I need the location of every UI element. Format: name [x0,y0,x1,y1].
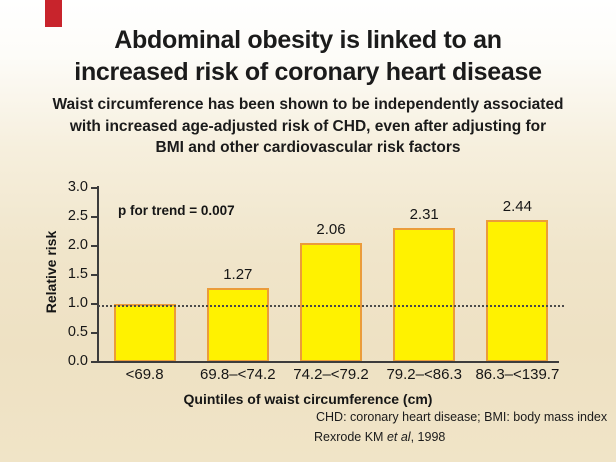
citation-author: Rexrode KM [314,430,387,444]
red-accent-bar [45,0,62,27]
y-tick-label: 2.5 [67,208,88,224]
x-tick-label: <69.8 [125,366,164,383]
title-line-1: Abdominal obesity is linked to an [114,26,502,54]
subtitle-line-1: Waist circumference has been shown to be… [52,96,564,113]
y-tick-mark [91,274,98,276]
bar-value-label: 2.31 [409,206,439,224]
y-tick-mark [91,303,98,305]
bar-value-label: 2.44 [502,198,532,216]
citation-etal: et al [386,430,411,444]
y-tick-mark [91,216,98,218]
y-tick-mark [91,361,98,363]
p-trend-annotation: p for trend = 0.007 [118,203,235,218]
bar [486,220,549,362]
x-axis-line [97,361,559,363]
y-tick-mark [91,245,98,247]
reference-line [98,305,564,307]
x-axis-title: Quintiles of waist circumference (cm) [183,391,433,407]
subtitle-line-2: with increased age-adjusted risk of CHD,… [69,117,547,135]
y-tick-mark [91,187,98,189]
bar [113,304,176,362]
y-tick-label: 3.0 [67,179,88,195]
abbreviation-note: CHD: coronary heart disease; BMI: body m… [316,410,608,424]
bar [393,228,456,362]
slide-subtitle: Waist circumference has been shown to be… [0,94,616,159]
x-tick-label: 79.2–<86.3 [386,366,462,383]
bar [206,288,269,362]
title-line-2: increased risk of coronary heart disease [74,58,542,86]
y-axis-line [97,186,99,363]
citation-year: , 1998 [410,430,446,444]
page-title: Abdominal obesity is linked to an increa… [0,24,616,88]
citation: Rexrode KM et al, 1998 [314,430,445,444]
y-tick-label: 0.0 [67,353,88,369]
x-tick-label: 74.2–<79.2 [293,366,369,383]
y-tick-mark [91,332,98,334]
bar-value-label: 1.27 [223,266,253,284]
y-tick-label: 0.5 [67,324,88,340]
bar [300,242,362,362]
subtitle-line-3: BMI and other cardiovascular risk factor… [155,139,461,156]
y-tick-label: 1.5 [67,266,88,282]
bar-value-label: 2.06 [316,220,346,238]
y-tick-label: 1.0 [67,295,88,311]
x-tick-label: 86.3–<139.7 [475,366,560,383]
x-tick-label: 69.8–<74.2 [200,366,276,383]
y-tick-label: 2.0 [67,237,88,253]
